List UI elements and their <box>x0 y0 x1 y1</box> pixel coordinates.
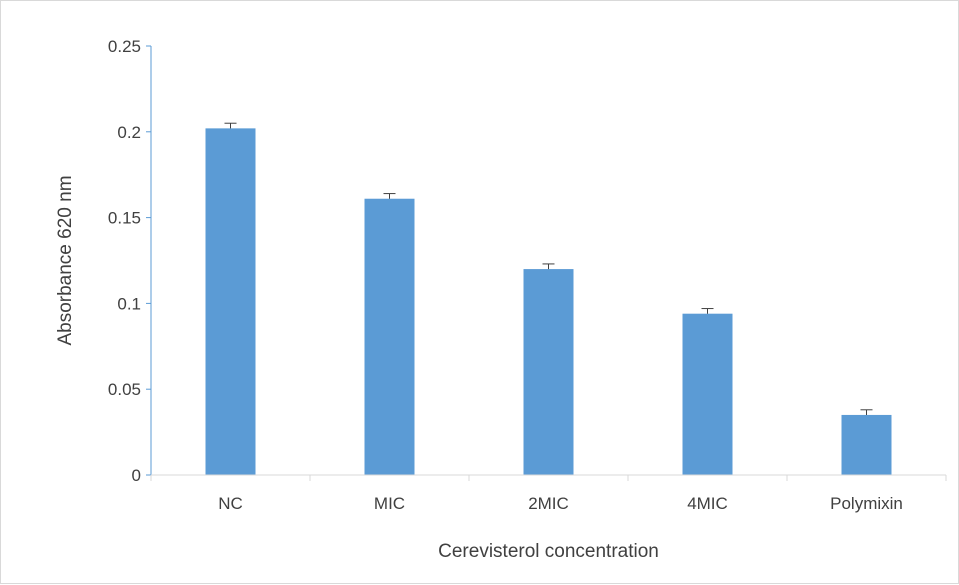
y-tick-label: 0 <box>132 466 141 485</box>
y-tick-label: 0.05 <box>108 380 141 399</box>
x-tick-label: Polymixin <box>830 494 903 513</box>
error-bars <box>224 122 873 415</box>
x-tick-label: NC <box>218 494 243 513</box>
bar-4mic <box>682 313 733 475</box>
bar-mic <box>364 198 415 475</box>
y-tick-label: 0.25 <box>108 37 141 56</box>
error-bar <box>542 263 555 270</box>
x-tick-label: 2MIC <box>528 494 569 513</box>
x-axis-title: Cerevisterol concentration <box>438 541 659 562</box>
bar-2mic <box>523 269 574 475</box>
error-bar <box>383 193 396 199</box>
y-tick-label: 0.1 <box>117 294 141 313</box>
x-tick-label: MIC <box>374 494 405 513</box>
y-axis-title: Absorbance 620 nm <box>55 175 76 345</box>
error-bar <box>701 308 714 314</box>
y-tick-label: 0.2 <box>117 123 141 142</box>
x-tick-label: 4MIC <box>687 494 728 513</box>
error-bar <box>860 409 873 415</box>
bars <box>205 128 892 476</box>
bar-polymixin <box>841 414 892 475</box>
x-axis-ticks: NC MIC 2MIC 4MIC Polymixin <box>150 475 947 513</box>
y-tick-label: 0.15 <box>108 209 141 228</box>
error-bar <box>224 122 237 129</box>
y-axis-ticks: 0 0.05 0.1 0.15 0.2 0.25 <box>108 37 151 485</box>
bar-nc <box>205 128 256 476</box>
